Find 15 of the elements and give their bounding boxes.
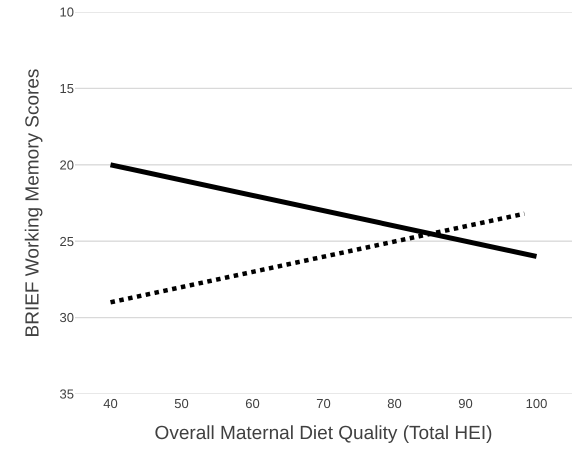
x-tick-label: 50 [174, 396, 189, 411]
y-tick-label: 30 [60, 310, 74, 326]
x-tick-label: 60 [245, 396, 260, 411]
x-tick-label: 100 [526, 396, 548, 411]
x-tick-label: 80 [387, 396, 402, 411]
y-tick-label: 15 [60, 80, 74, 96]
y-axis-title: BRIEF Working Memory Scores [22, 68, 44, 338]
x-axis-title: Overall Maternal Diet Quality (Total HEI) [154, 422, 492, 444]
x-tick-label: 70 [316, 396, 331, 411]
y-tick-label: 35 [60, 386, 74, 402]
y-tick-label: 25 [60, 234, 74, 249]
x-tick-label: 90 [458, 396, 473, 411]
y-tick-label: 10 [60, 4, 74, 20]
x-tick-label: 40 [103, 396, 118, 411]
y-tick-label: 20 [60, 157, 74, 172]
